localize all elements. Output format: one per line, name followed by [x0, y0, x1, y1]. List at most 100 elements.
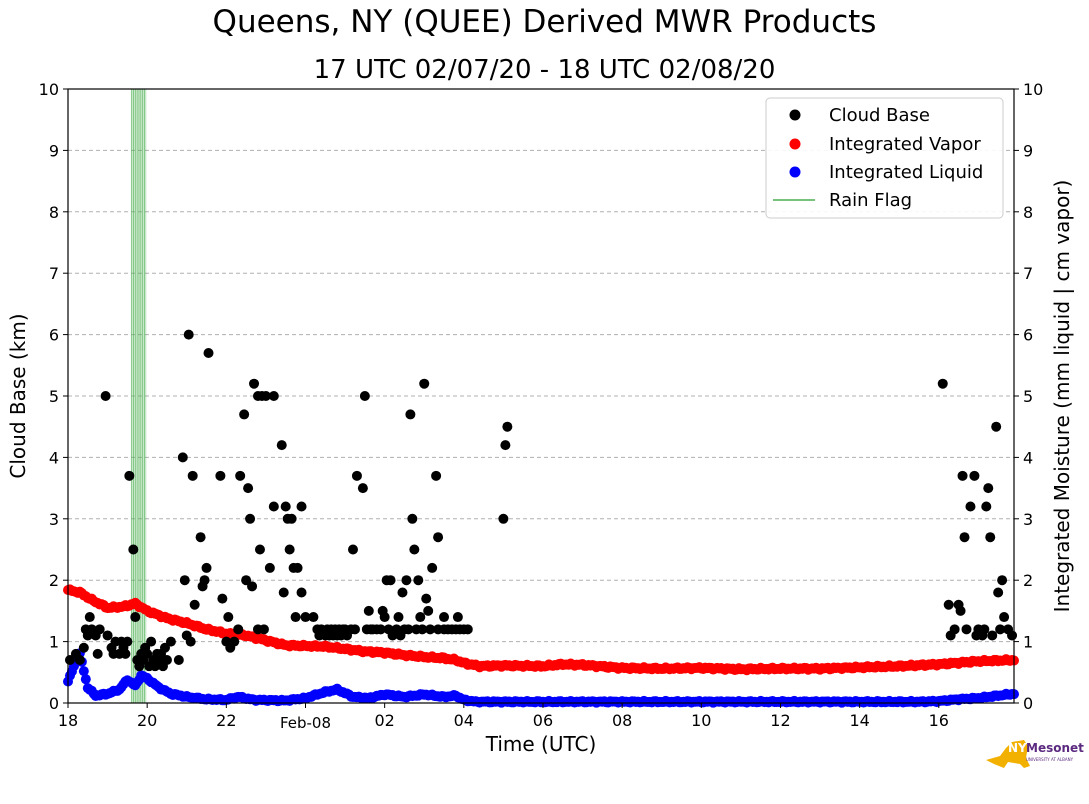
cloud-base-point	[185, 636, 196, 647]
chart-subtitle: 17 UTC 02/07/20 - 18 UTC 02/08/20	[313, 55, 776, 85]
cloud-base-point	[502, 421, 513, 432]
cloud-base-point	[937, 378, 948, 389]
cloud-base-point	[375, 624, 386, 635]
cloud-base-point	[124, 470, 135, 481]
y2-tick-label: 7	[1023, 264, 1033, 283]
cloud-base-point	[1007, 630, 1018, 641]
cloud-base-point	[359, 391, 370, 401]
legend-cloud-base-label: Cloud Base	[829, 105, 930, 126]
cloud-base-point	[403, 624, 414, 635]
cloud-base-point	[177, 452, 188, 463]
y-tick-label: 8	[49, 203, 59, 222]
cloud-base-point	[500, 440, 511, 451]
cloud-base-point	[120, 648, 131, 659]
x-tick-label: 22	[216, 711, 236, 730]
nys-state-shape-icon	[986, 740, 1030, 768]
cloud-base-point	[296, 501, 307, 512]
cloud-base-point	[268, 391, 279, 401]
cloud-base-series	[64, 329, 1018, 672]
cloud-base-point	[223, 612, 234, 623]
legend-rain-flag-label: Rain Flag	[829, 190, 912, 211]
y2-tick-label: 6	[1023, 326, 1033, 345]
cloud-base-point	[254, 544, 265, 555]
cloud-base-point	[183, 329, 194, 340]
cloud-base-point	[961, 624, 972, 635]
cloud-base-point	[290, 612, 301, 623]
y2-tick-label: 5	[1023, 387, 1033, 406]
cloud-base-point	[173, 655, 184, 666]
cloud-base-point	[142, 648, 153, 659]
cloud-base-point	[462, 624, 473, 635]
cloud-base-point	[385, 575, 396, 586]
cloud-base-point	[189, 599, 200, 610]
y-tick-label: 0	[49, 694, 59, 713]
cloud-base-point	[249, 378, 260, 389]
x-tick-label: 18	[58, 711, 78, 730]
cloud-base-point	[122, 636, 133, 647]
cloud-base-point	[949, 624, 960, 635]
cloud-base-point	[159, 642, 170, 653]
cloud-base-point	[74, 655, 85, 666]
y-tick-label: 6	[49, 326, 59, 345]
cloud-base-point	[215, 470, 226, 481]
x-tick-label: 20	[137, 711, 157, 730]
cloud-base-point	[233, 624, 244, 635]
cloud-base-point	[276, 440, 287, 451]
nys-mesonet-logo: NYS Mesonet UNIVERSITY AT ALBANY	[984, 738, 1084, 774]
cloud-base-point	[969, 470, 980, 481]
cloud-base-point	[217, 593, 228, 604]
cloud-base-point	[981, 501, 992, 512]
cloud-base-point	[201, 562, 212, 573]
cloud-base-point	[419, 378, 430, 389]
cloud-base-point	[955, 605, 966, 616]
cloud-base-point	[92, 648, 103, 659]
y2-tick-label: 4	[1023, 448, 1033, 467]
cloud-base-point	[280, 501, 291, 512]
cloud-base-point	[979, 624, 990, 635]
y-tick-label: 9	[49, 141, 59, 160]
cloud-base-point	[417, 624, 428, 635]
cloud-base-point	[78, 642, 89, 653]
y2-tick-label: 0	[1023, 694, 1033, 713]
legend: Cloud Base Integrated Vapor Integrated L…	[765, 97, 1004, 219]
cloud-base-point	[286, 513, 297, 524]
cloud-base-point	[94, 624, 105, 635]
cloud-base-point	[268, 501, 279, 512]
cloud-base-point	[100, 391, 111, 401]
cloud-base-point	[965, 501, 976, 512]
integrated-vapor-series	[63, 584, 1019, 676]
chart-title: Queens, NY (QUEE) Derived MWR Products	[212, 4, 877, 40]
cloud-base-point	[296, 587, 307, 598]
cloud-base-point	[433, 532, 444, 543]
cloud-base-point	[247, 581, 258, 592]
cloud-base-point	[943, 599, 954, 610]
cloud-base-point	[203, 348, 214, 359]
cloud-base-point	[397, 587, 408, 598]
cloud-base-point	[187, 470, 198, 481]
cloud-base-point	[421, 593, 432, 604]
cloud-base-point	[258, 624, 269, 635]
legend-cloud-base-marker	[789, 109, 801, 121]
cloud-base-point	[278, 587, 289, 598]
cloud-base-point	[351, 470, 362, 481]
cloud-base-point	[427, 562, 438, 573]
legend-vapor-marker	[789, 138, 801, 150]
x-axis-label: Time (UTC)	[485, 732, 597, 756]
y2-tick-label: 8	[1023, 203, 1033, 222]
x-tick-label: 12	[770, 711, 790, 730]
cloud-base-point	[957, 470, 968, 481]
liquid-point	[78, 666, 89, 677]
y-tick-label: 3	[49, 510, 59, 529]
cloud-base-point	[415, 612, 426, 623]
x-tick-label: 06	[533, 711, 553, 730]
cloud-base-point	[130, 612, 141, 623]
logo-word-nys: NYS	[1008, 741, 1036, 755]
cloud-base-point	[995, 624, 1006, 635]
y2-tick-label: 3	[1023, 510, 1033, 529]
y2-tick-label: 10	[1023, 80, 1043, 99]
y2-tick-label: 2	[1023, 571, 1033, 590]
liquid-point	[80, 674, 91, 685]
x-tick-label: 10	[691, 711, 711, 730]
